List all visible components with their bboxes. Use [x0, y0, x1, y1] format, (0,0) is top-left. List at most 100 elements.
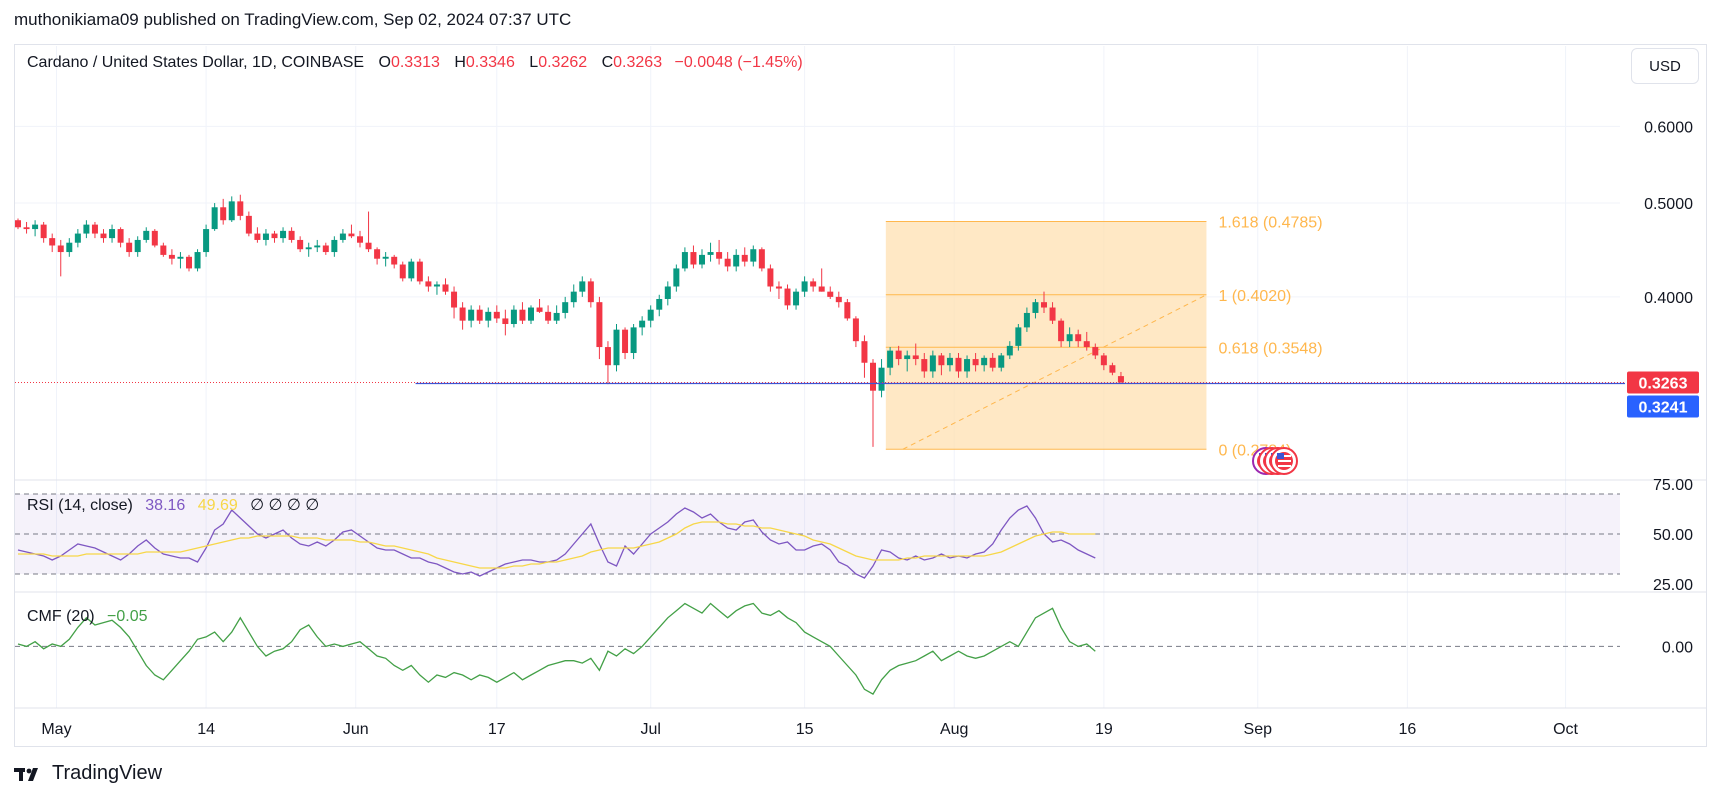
candle: [912, 343, 919, 366]
published-info: muthonikiama09 published on TradingView.…: [14, 10, 572, 29]
rsi-legend[interactable]: RSI (14, close) 38.16 49.69 ∅ ∅ ∅ ∅: [27, 495, 319, 515]
candle-body: [989, 357, 996, 368]
candle-body: [117, 229, 124, 243]
candle-body: [1041, 302, 1047, 308]
candle: [716, 239, 723, 265]
footer-brand-name: TradingView: [52, 762, 163, 784]
candle-body: [887, 350, 894, 368]
candle: [49, 233, 56, 253]
fibonacci-trend-line: [902, 294, 1207, 450]
candle: [23, 221, 30, 234]
candle: [143, 227, 150, 243]
candle-body: [1117, 376, 1124, 383]
chart-frame[interactable]: [14, 44, 1707, 747]
candle-body: [339, 233, 346, 240]
candle-body: [904, 355, 911, 360]
fibonacci-level-label: 0.618 (0.3548): [1218, 340, 1322, 357]
economic-events-icons: [1252, 447, 1298, 475]
candle-body: [74, 233, 81, 243]
candle: [767, 264, 774, 292]
candle-body: [126, 242, 133, 253]
candle: [468, 305, 475, 328]
candle-body: [502, 318, 509, 325]
candle: [348, 224, 355, 239]
candle: [134, 236, 141, 257]
candle: [579, 276, 586, 297]
x-tick-label: Oct: [1553, 721, 1578, 738]
candle-body: [827, 291, 834, 297]
flag-stripe: [1278, 460, 1291, 462]
candle-body: [716, 252, 723, 259]
candle-body: [1109, 365, 1116, 373]
candle: [570, 284, 577, 308]
candle: [989, 353, 996, 372]
candle: [604, 341, 611, 385]
candle-body: [66, 242, 73, 253]
candle-body: [288, 230, 295, 240]
currency-button[interactable]: USD: [1631, 48, 1699, 84]
candle: [262, 229, 269, 246]
y-tick-label: 0.6000: [1644, 119, 1693, 136]
candle-body: [981, 357, 988, 366]
candle-body: [664, 286, 671, 299]
candle-body: [519, 309, 526, 321]
candle: [921, 353, 928, 378]
price-candles: [15, 194, 1124, 447]
candle-body: [656, 298, 663, 310]
candle-body: [399, 264, 406, 279]
candle-body: [998, 355, 1005, 368]
footer-brand[interactable]: TradingView: [14, 762, 162, 785]
candle-body: [536, 307, 543, 312]
candle-body: [271, 233, 278, 239]
cmf-line: [17, 602, 1096, 695]
candle: [322, 242, 329, 255]
candle: [74, 229, 81, 248]
price-lines: 0.3263 0.3241: [15, 371, 1699, 418]
high-value: 0.3346: [465, 54, 515, 71]
candle-body: [1066, 334, 1073, 342]
cmf-legend[interactable]: CMF (20) −0.05: [27, 608, 148, 626]
x-tick-label: Aug: [940, 721, 968, 738]
candle-body: [348, 233, 355, 237]
last-price-label: 0.3263: [1639, 375, 1688, 392]
candle: [126, 238, 133, 257]
candle: [553, 305, 560, 325]
rsi-line: [17, 505, 1096, 579]
candle: [510, 305, 517, 328]
symbol-name[interactable]: Cardano / United States Dollar, 1D, COIN…: [27, 54, 365, 71]
candle-body: [15, 220, 21, 228]
candle-body: [758, 249, 765, 269]
rsi-ma-legend-value: 49.69: [197, 497, 238, 514]
candle: [40, 221, 47, 243]
candle: [15, 218, 21, 230]
candle: [870, 359, 876, 447]
candle: [280, 227, 287, 243]
candle-body: [83, 224, 90, 234]
candle-body: [245, 215, 252, 234]
candle-body: [929, 355, 936, 372]
candle-body: [639, 320, 646, 328]
candle: [818, 268, 825, 292]
candle: [955, 353, 962, 378]
candle-body: [57, 245, 64, 253]
candle: [1058, 318, 1065, 348]
candle-body: [784, 288, 791, 306]
candle-body: [861, 341, 868, 363]
x-tick-label: 14: [197, 721, 215, 738]
candle: [288, 227, 295, 243]
candle: [656, 294, 663, 317]
flag-stripe: [1278, 455, 1291, 457]
candle-body: [938, 355, 945, 366]
candle: [382, 252, 389, 267]
candle: [639, 316, 646, 336]
rsi-legend-name: RSI (14, close): [27, 497, 133, 514]
candle: [357, 230, 363, 248]
open-value: 0.3313: [390, 54, 440, 71]
candle-body: [109, 229, 116, 239]
fibonacci-level-label: 1 (0.4020): [1218, 288, 1291, 305]
candle: [493, 305, 500, 323]
candle: [775, 281, 782, 299]
candle: [476, 305, 483, 325]
x-tick-label: Sep: [1244, 721, 1273, 738]
